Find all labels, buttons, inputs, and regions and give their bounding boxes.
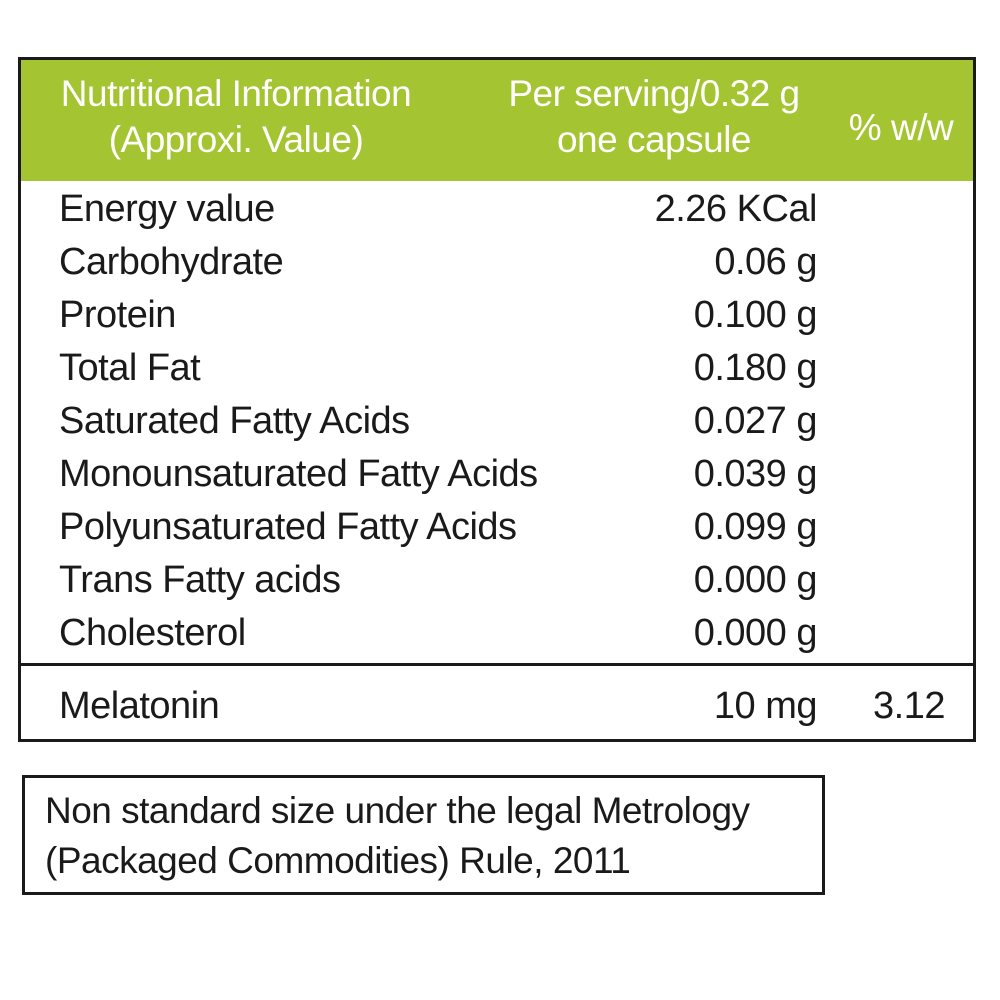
nutrient-rows: Energy value 2.26 KCal Carbohydrate 0.06… — [21, 181, 973, 663]
nutrient-name: Monounsaturated Fatty Acids — [59, 453, 538, 495]
nutrient-name: Protein — [59, 294, 176, 336]
nutrient-amount: 0.027 g — [693, 400, 818, 442]
table-row: Cholesterol 0.000 g — [21, 607, 973, 659]
nutrient-name: Carbohydrate — [59, 241, 284, 283]
header-per-serving: Per serving/0.32 g one capsule — [489, 71, 819, 163]
table-header: Nutritional Information (Approxi. Value)… — [21, 60, 973, 181]
nutrient-amount: 0.000 g — [693, 612, 818, 654]
nutrient-name: Saturated Fatty Acids — [59, 400, 410, 442]
header-percent-ww: % w/w — [848, 107, 954, 148]
table-row: Carbohydrate 0.06 g — [21, 236, 973, 288]
nutrient-amount: 0.180 g — [693, 347, 818, 389]
nutrient-amount: 0.06 g — [714, 241, 817, 283]
nutrient-amount: 2.26 KCal — [654, 188, 818, 230]
nutrient-name: Polyunsaturated Fatty Acids — [59, 506, 517, 548]
table-row: Polyunsaturated Fatty Acids 0.099 g — [21, 501, 973, 553]
nutrition-table: Nutritional Information (Approxi. Value)… — [18, 57, 976, 742]
nutrient-name: Total Fat — [59, 347, 201, 389]
table-divider — [21, 663, 973, 666]
legal-metrology-note: Non standard size under the legal Metrol… — [22, 775, 825, 895]
note-line2: (Packaged Commodities) Rule, 2011 — [45, 840, 631, 881]
header-col2-line2: one capsule — [556, 119, 752, 160]
table-row: Saturated Fatty Acids 0.027 g — [21, 395, 973, 447]
melatonin-amount: 10 mg — [713, 685, 818, 727]
table-row: Energy value 2.26 KCal — [21, 183, 973, 235]
table-row: Total Fat 0.180 g — [21, 342, 973, 394]
nutrient-amount: 0.039 g — [693, 453, 818, 495]
note-line1: Non standard size under the legal Metrol… — [45, 790, 750, 831]
nutrient-amount: 0.100 g — [693, 294, 818, 336]
header-col2-line1: Per serving/0.32 g — [508, 73, 800, 114]
header-col1-line2: (Approxi. Value) — [108, 119, 364, 160]
header-nutritional-information: Nutritional Information (Approxi. Value) — [21, 71, 451, 163]
nutrient-name: Cholesterol — [59, 612, 246, 654]
melatonin-percent: 3.12 — [873, 685, 945, 727]
nutrient-name: Trans Fatty acids — [59, 559, 341, 601]
nutrient-amount: 0.000 g — [693, 559, 818, 601]
header-col1-line1: Nutritional Information — [60, 73, 412, 114]
melatonin-name: Melatonin — [59, 685, 220, 727]
table-row: Monounsaturated Fatty Acids 0.039 g — [21, 448, 973, 500]
nutrient-name: Energy value — [59, 188, 275, 230]
nutrient-amount: 0.099 g — [693, 506, 818, 548]
melatonin-row: Melatonin 10 mg 3.12 — [21, 680, 973, 732]
table-row: Protein 0.100 g — [21, 289, 973, 341]
table-row: Trans Fatty acids 0.000 g — [21, 554, 973, 606]
